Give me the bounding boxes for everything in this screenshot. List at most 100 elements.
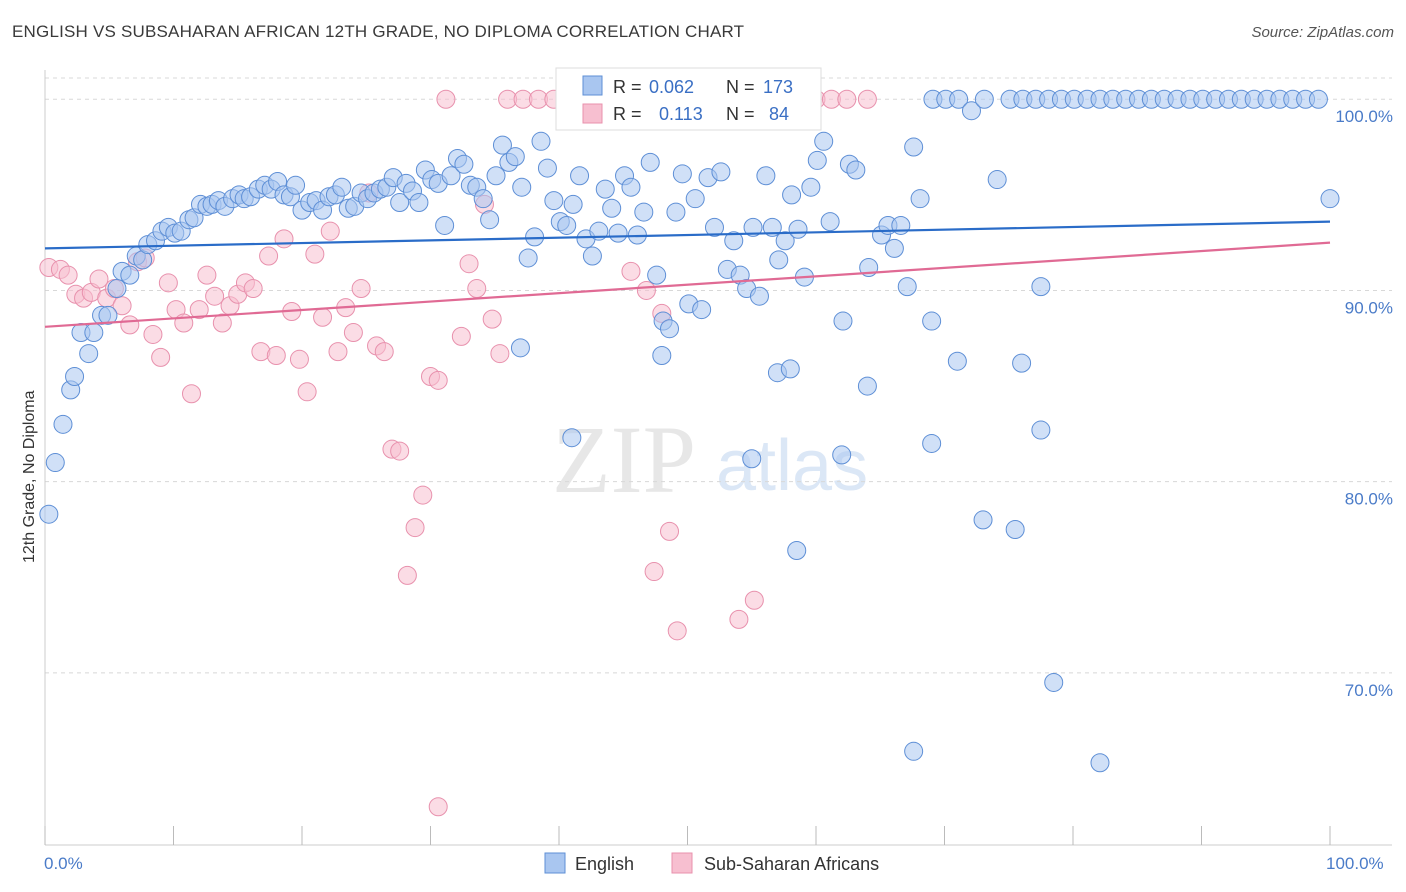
y-tick-label: 90.0% xyxy=(1345,298,1393,317)
series-english-points xyxy=(39,89,1340,773)
legend-english-label[interactable]: English xyxy=(575,854,634,874)
english-point xyxy=(1012,353,1032,373)
watermark: ZIP atlas xyxy=(552,406,868,513)
english-point xyxy=(1320,189,1340,209)
stats-african-n-label: N = xyxy=(726,104,755,124)
subsaharan-point xyxy=(636,280,656,300)
english-point xyxy=(762,217,782,237)
english-point xyxy=(84,323,104,343)
english-point xyxy=(922,433,942,453)
english-point xyxy=(486,166,506,186)
english-point xyxy=(987,170,1007,190)
stats-box: R = 0.062 N = 173 R = 0.113 N = 84 xyxy=(555,67,822,131)
chart-title: ENGLISH VS SUBSAHARAN AFRICAN 12TH GRADE… xyxy=(12,22,745,41)
stats-english-n-value: 173 xyxy=(763,77,793,97)
english-point xyxy=(505,147,525,167)
english-point xyxy=(769,250,789,270)
subsaharan-point xyxy=(351,279,371,299)
subsaharan-point xyxy=(482,309,502,329)
subsaharan-point xyxy=(490,344,510,364)
english-point xyxy=(922,311,942,331)
english-point xyxy=(1090,753,1110,773)
english-point xyxy=(904,741,924,761)
english-point xyxy=(961,101,981,121)
y-axis-title: 12th Grade, No Diploma xyxy=(21,390,38,563)
subsaharan-point xyxy=(744,590,764,610)
legend-english-swatch[interactable] xyxy=(544,852,566,874)
y-tick-label: 100.0% xyxy=(1335,107,1393,126)
english-point xyxy=(1031,420,1051,440)
x-tick-label-max: 100.0% xyxy=(1326,854,1384,873)
subsaharan-point xyxy=(413,485,433,505)
subsaharan-point xyxy=(266,345,286,365)
english-point xyxy=(570,166,590,186)
english-point xyxy=(608,223,628,243)
subsaharan-point xyxy=(343,323,363,343)
english-point xyxy=(884,238,904,258)
english-point xyxy=(1308,89,1328,109)
subsaharan-point xyxy=(197,265,217,285)
subsaharan-point xyxy=(621,261,641,281)
english-point xyxy=(525,227,545,247)
stats-african-r-value: 0.113 xyxy=(659,104,703,124)
english-point xyxy=(621,177,641,197)
english-point xyxy=(563,194,583,214)
subsaharan-point xyxy=(390,441,410,461)
subsaharan-point xyxy=(857,89,877,109)
subsaharan-point xyxy=(374,342,394,362)
english-point xyxy=(820,212,840,232)
subsaharan-point xyxy=(428,797,448,817)
subsaharan-point xyxy=(143,324,163,344)
english-point xyxy=(910,189,930,209)
subsaharan-point xyxy=(189,300,209,320)
english-point xyxy=(454,154,474,174)
english-point xyxy=(857,376,877,396)
english-point xyxy=(788,219,808,239)
subsaharan-point xyxy=(667,621,687,641)
english-point xyxy=(832,445,852,465)
legend: English Sub-Saharan Africans xyxy=(544,852,879,874)
english-point xyxy=(518,248,538,268)
english-point xyxy=(692,300,712,320)
english-point xyxy=(666,202,686,222)
subsaharan-point xyxy=(459,254,479,274)
stats-african-swatch xyxy=(582,103,603,124)
subsaharan-point xyxy=(181,384,201,404)
legend-african-label[interactable]: Sub-Saharan Africans xyxy=(704,854,879,874)
english-point xyxy=(39,504,59,524)
english-point xyxy=(492,135,512,155)
english-point xyxy=(833,311,853,331)
english-point xyxy=(473,189,493,209)
english-point xyxy=(286,175,306,195)
subsaharan-point xyxy=(205,286,225,306)
english-point xyxy=(65,367,85,387)
english-point xyxy=(602,198,622,218)
legend-african-swatch[interactable] xyxy=(671,852,693,874)
subsaharan-point xyxy=(644,562,664,582)
subsaharan-point xyxy=(274,229,294,249)
english-point xyxy=(685,189,705,209)
english-point xyxy=(897,277,917,297)
subsaharan-point xyxy=(467,279,487,299)
english-point xyxy=(1031,277,1051,297)
english-point xyxy=(390,193,410,213)
subsaharan-point xyxy=(112,296,132,316)
subsaharan-point xyxy=(120,315,140,335)
subsaharan-point xyxy=(729,609,749,629)
subsaharan-point xyxy=(436,89,456,109)
english-point xyxy=(634,202,654,222)
english-point xyxy=(647,265,667,285)
english-point xyxy=(562,428,582,448)
english-point xyxy=(973,510,993,530)
english-point xyxy=(652,345,672,365)
english-point xyxy=(512,177,532,197)
english-point xyxy=(807,150,827,170)
english-point xyxy=(537,158,557,178)
english-point xyxy=(775,231,795,251)
english-point xyxy=(120,265,140,285)
english-point xyxy=(846,160,866,180)
english-trend-line xyxy=(44,220,1331,250)
subsaharan-point xyxy=(397,565,417,585)
english-point xyxy=(107,279,127,299)
stats-african-r-label: R = xyxy=(613,104,642,124)
